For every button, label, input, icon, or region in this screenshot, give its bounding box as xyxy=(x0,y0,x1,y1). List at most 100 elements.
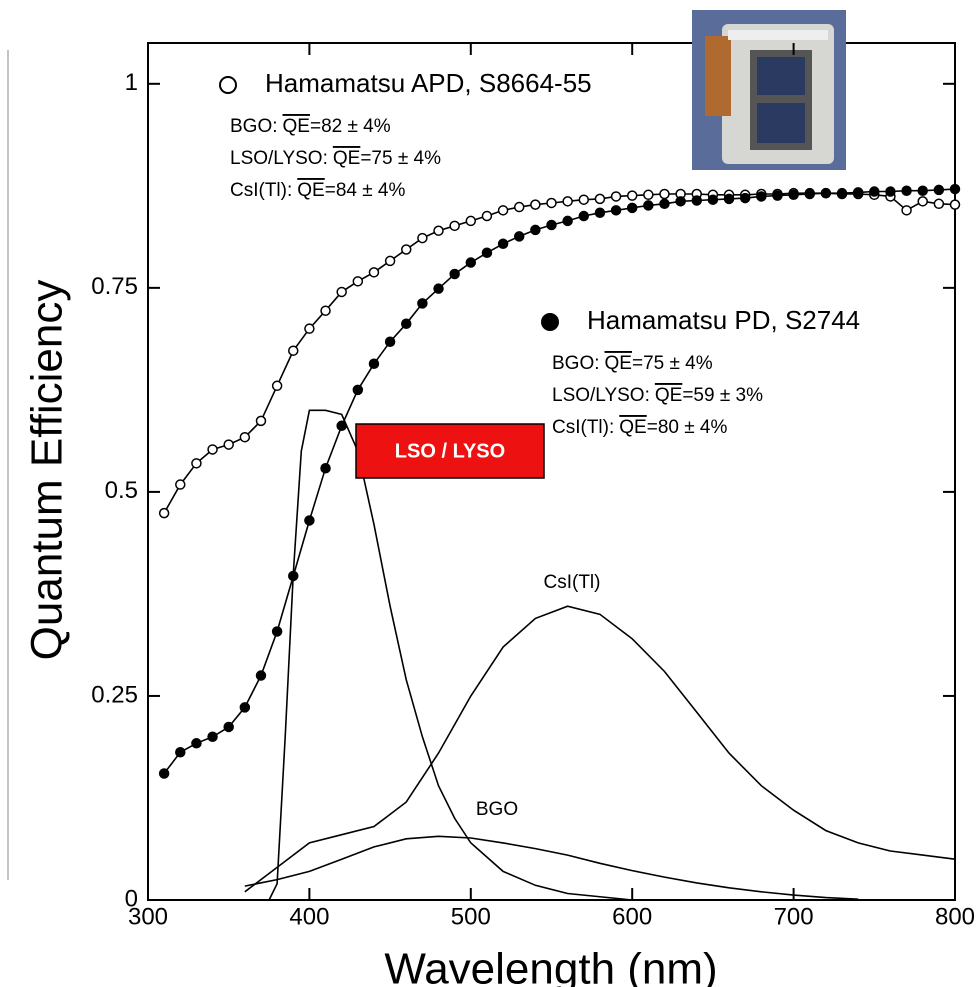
data-point xyxy=(384,336,396,347)
data-point xyxy=(869,186,880,197)
data-point xyxy=(304,515,315,526)
data-point xyxy=(175,479,186,490)
data-point xyxy=(643,200,654,211)
data-point xyxy=(417,298,428,309)
note: BGO: QE=82 ± 4% xyxy=(230,116,391,137)
data-point xyxy=(691,195,703,206)
x-tick-label: 300 xyxy=(128,903,168,930)
curve-label: BGO xyxy=(476,799,518,820)
note-label: BGO: xyxy=(552,353,600,374)
x-tick-label: 800 xyxy=(935,903,975,930)
data-point xyxy=(158,768,170,779)
y-tick-label: 0.75 xyxy=(91,273,138,300)
note-value: =82 ± 4% xyxy=(310,116,391,137)
series-line xyxy=(268,409,633,901)
data-point xyxy=(643,189,654,201)
legend-marker xyxy=(219,76,237,94)
note-value: =80 ± 4% xyxy=(647,417,728,438)
data-point xyxy=(723,193,735,205)
data-point xyxy=(852,187,864,198)
data-point xyxy=(207,731,218,743)
data-point xyxy=(562,215,573,227)
data-point xyxy=(497,205,509,216)
photo xyxy=(692,10,846,170)
note-symbol: QE xyxy=(297,180,324,201)
data-point xyxy=(933,198,945,210)
data-point xyxy=(804,188,815,200)
data-point xyxy=(255,670,267,681)
data-point xyxy=(207,444,218,455)
data-point xyxy=(675,196,686,207)
data-point xyxy=(384,255,396,267)
data-point xyxy=(659,188,670,200)
data-point xyxy=(449,268,460,280)
y-tick-label: 0 xyxy=(125,885,138,912)
data-point xyxy=(546,219,557,231)
note: CsI(Tl): QE=84 ± 4% xyxy=(230,180,406,201)
data-point xyxy=(756,191,767,202)
data-point xyxy=(594,207,606,219)
data-point xyxy=(901,205,912,216)
note-label: CsI(Tl): xyxy=(552,417,614,438)
note-value: =59 ± 3% xyxy=(682,385,763,406)
legend-label: Hamamatsu APD, S8664-55 xyxy=(265,68,592,98)
data-point xyxy=(562,196,573,207)
note-symbol: QE xyxy=(619,417,646,438)
note: BGO: QE=75 ± 4% xyxy=(552,353,713,374)
curve-label: CsI(Tl) xyxy=(544,572,601,593)
data-point xyxy=(271,380,283,392)
data-point xyxy=(820,187,832,199)
data-point xyxy=(626,190,638,201)
data-point xyxy=(255,415,267,427)
data-point xyxy=(175,747,186,758)
data-point xyxy=(901,185,912,196)
data-point xyxy=(949,183,961,195)
series-line xyxy=(163,188,956,774)
y-axis-label: Quantum Efficiency xyxy=(23,280,72,661)
data-point xyxy=(239,431,251,443)
data-point xyxy=(352,384,364,396)
data-point xyxy=(368,358,380,370)
x-tick-label: 700 xyxy=(774,903,814,930)
data-point xyxy=(288,345,299,356)
x-tick-label: 400 xyxy=(289,903,329,930)
x-tick-label: 600 xyxy=(612,903,652,930)
data-point xyxy=(610,191,622,202)
x-axis-label: Wavelength (nm) xyxy=(384,945,717,987)
note-label: CsI(Tl): xyxy=(230,180,292,201)
data-point xyxy=(433,225,444,236)
data-point xyxy=(885,186,896,197)
data-point xyxy=(772,190,783,201)
data-point xyxy=(400,244,412,255)
data-point xyxy=(223,721,234,733)
series-line xyxy=(244,835,859,900)
data-point xyxy=(530,199,541,210)
data-point xyxy=(191,738,202,749)
data-point xyxy=(626,202,638,214)
data-point xyxy=(320,305,331,316)
note-label: LSO/LYSO: xyxy=(552,385,650,406)
data-point xyxy=(304,323,315,334)
legend-label: Hamamatsu PD, S2744 xyxy=(587,305,860,335)
note: CsI(Tl): QE=80 ± 4% xyxy=(552,417,728,438)
data-point xyxy=(530,224,541,236)
series-line xyxy=(244,605,956,893)
note-label: BGO: xyxy=(230,116,278,137)
data-point xyxy=(239,702,251,713)
data-point xyxy=(320,462,331,474)
data-point xyxy=(449,220,460,232)
y-tick-label: 1 xyxy=(125,69,138,96)
data-point xyxy=(400,318,412,330)
data-point xyxy=(578,194,590,205)
note-value: =75 ± 4% xyxy=(632,353,713,374)
data-point xyxy=(368,267,380,278)
data-point xyxy=(191,458,202,469)
data-point xyxy=(481,247,493,259)
data-point xyxy=(578,210,590,222)
data-point xyxy=(594,193,606,205)
data-point xyxy=(836,187,848,199)
data-point xyxy=(788,189,799,201)
data-point xyxy=(739,192,751,204)
note-value: =75 ± 4% xyxy=(360,148,441,169)
data-point xyxy=(271,626,283,637)
